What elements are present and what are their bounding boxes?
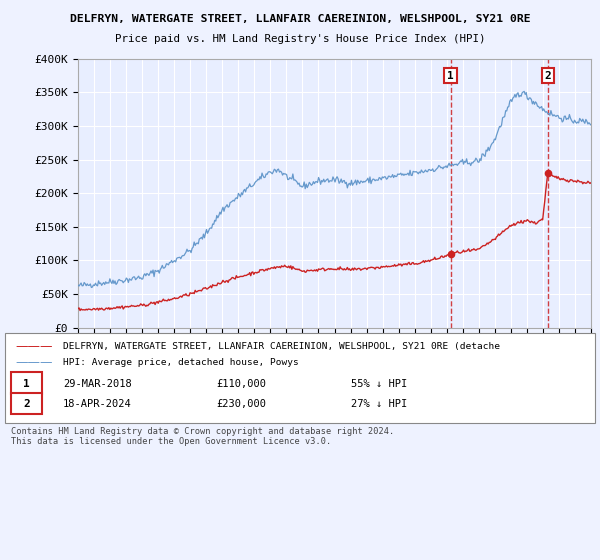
Text: 29-MAR-2018: 29-MAR-2018 [63, 379, 132, 389]
Text: ———: ——— [15, 339, 53, 353]
Text: HPI: Average price, detached house, Powys: HPI: Average price, detached house, Powy… [63, 358, 299, 367]
Text: DELFRYN, WATERGATE STREET, LLANFAIR CAEREINION, WELSHPOOL, SY21 0RE (detache: DELFRYN, WATERGATE STREET, LLANFAIR CAER… [63, 342, 500, 351]
Text: 27% ↓ HPI: 27% ↓ HPI [351, 399, 407, 409]
Text: 1: 1 [23, 379, 30, 389]
Text: DELFRYN, WATERGATE STREET, LLANFAIR CAEREINION, WELSHPOOL, SY21 0RE: DELFRYN, WATERGATE STREET, LLANFAIR CAER… [70, 14, 530, 24]
Text: 1: 1 [447, 71, 454, 81]
Text: Price paid vs. HM Land Registry's House Price Index (HPI): Price paid vs. HM Land Registry's House … [115, 34, 485, 44]
Point [446, 249, 455, 258]
Text: 2: 2 [544, 71, 551, 81]
Text: 2: 2 [23, 399, 30, 409]
Text: £230,000: £230,000 [216, 399, 266, 409]
Text: ———: ——— [15, 356, 53, 369]
Text: Contains HM Land Registry data © Crown copyright and database right 2024.
This d: Contains HM Land Registry data © Crown c… [11, 427, 394, 446]
Text: 18-APR-2024: 18-APR-2024 [63, 399, 132, 409]
Point [543, 169, 553, 178]
Text: £110,000: £110,000 [216, 379, 266, 389]
Text: 55% ↓ HPI: 55% ↓ HPI [351, 379, 407, 389]
